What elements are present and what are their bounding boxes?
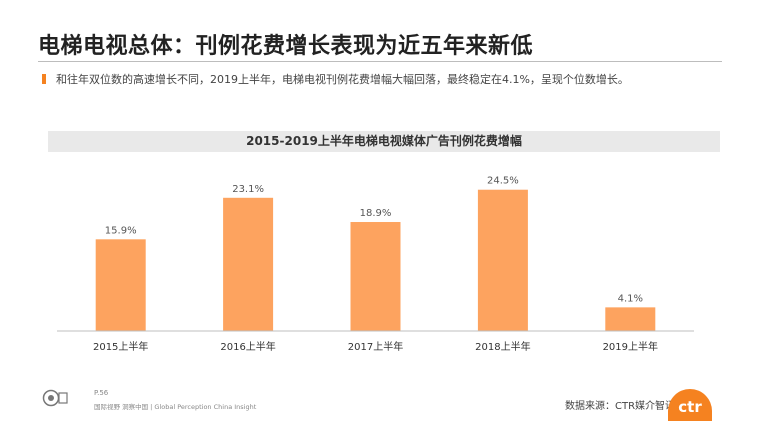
chart-title-band bbox=[48, 131, 720, 152]
x-tick-2016上半年: 2016上半年 bbox=[220, 340, 275, 353]
chart-title: 2015-2019上半年电梯电视媒体广告刊例花费增幅 bbox=[246, 134, 522, 148]
bar-2015上半年 bbox=[95, 239, 146, 331]
page-code: P.56 bbox=[94, 389, 109, 397]
x-tick-2015上半年: 2015上半年 bbox=[93, 340, 148, 353]
data-label-2016上半年: 23.1% bbox=[232, 184, 264, 195]
data-source: 数据来源：CTR媒介智讯 bbox=[565, 401, 676, 412]
ctr-logo: ctr bbox=[668, 389, 712, 421]
x-tick-2018上半年: 2018上半年 bbox=[475, 340, 530, 353]
data-label-2018上半年: 24.5% bbox=[487, 176, 519, 187]
bullet-row: 和往年双位数的高速增长不同，2019上半年，电梯电视刊例花费增幅大幅回落，最终稳… bbox=[42, 71, 629, 87]
x-tick-2017上半年: 2017上半年 bbox=[348, 340, 403, 353]
data-label-2015上半年: 15.9% bbox=[105, 225, 137, 236]
bullet-marker bbox=[42, 74, 46, 84]
certification-logo bbox=[42, 389, 68, 407]
title-divider bbox=[38, 61, 722, 62]
bullet-text: 和往年双位数的高速增长不同，2019上半年，电梯电视刊例花费增幅大幅回落，最终稳… bbox=[56, 73, 629, 86]
slide-title: 电梯电视总体：刊例花费增长表现为近五年来新低 bbox=[38, 34, 534, 59]
bar-2019上半年 bbox=[605, 307, 656, 331]
data-label-2019上半年: 4.1% bbox=[618, 293, 643, 304]
footer-slogan: 国际视野 洞察中国 | Global Perception China Insi… bbox=[94, 403, 257, 411]
data-label-2017上半年: 18.9% bbox=[360, 208, 392, 219]
x-tick-2019上半年: 2019上半年 bbox=[603, 340, 658, 353]
bar-2016上半年 bbox=[223, 197, 274, 331]
bar-2017上半年 bbox=[350, 222, 401, 331]
bar-2018上半年 bbox=[477, 189, 528, 331]
